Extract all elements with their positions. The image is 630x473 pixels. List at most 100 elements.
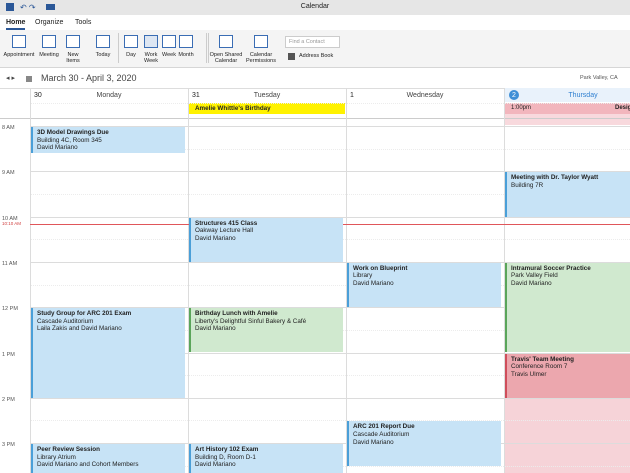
calendar-event[interactable]: ARC 201 Report Due Cascade Auditorium Davi… [347, 421, 501, 466]
address-book[interactable]: Address Book [299, 53, 334, 59]
tab[interactable]: Organize [35, 19, 64, 26]
column-line [188, 88, 189, 473]
all-day-line [0, 118, 630, 119]
today-header [505, 88, 630, 102]
day-date: 1 [350, 92, 354, 99]
event-detail: David Mariano [195, 234, 236, 242]
ribbon-icon [144, 35, 158, 48]
event-time: 1:00pm [511, 105, 532, 111]
ribbon-button[interactable]: Month [178, 52, 194, 58]
address-book-icon [288, 53, 295, 60]
event-detail: Library [353, 272, 373, 280]
ribbon-button[interactable]: Work Week [144, 52, 158, 64]
event-title: 3D Model Drawings Due [37, 129, 109, 136]
event-title: Desig [615, 105, 630, 111]
ribbon-button[interactable]: New Items [66, 52, 80, 64]
half-hour-line [30, 375, 630, 377]
busy-area [505, 114, 630, 125]
date-range: March 30 - April 3, 2020 [41, 73, 137, 83]
calendar-event[interactable]: Study Group for ARC 201 Exam Cascade Audi… [31, 308, 185, 398]
ribbon-button[interactable]: Open Shared Calendar [209, 52, 243, 64]
ribbon-button[interactable]: Meeting [39, 52, 59, 58]
event-title: Art History 102 Exam [195, 446, 259, 454]
event-title: Travis' Team Meeting [511, 355, 574, 363]
time-label: 11 AM [2, 260, 18, 267]
ribbon-icon [162, 35, 176, 48]
calendar-event[interactable]: Art History 102 Exam Building D, Room D-1… [189, 444, 343, 473]
window-title: Calendar [300, 3, 330, 10]
all-day-event[interactable]: 1:00pm Desig [505, 103, 630, 114]
calendar-event[interactable]: Travis' Team Meeting Conference Room 7 Tra… [505, 353, 630, 398]
all-day-event[interactable]: Amelie Whittle's Birthday [189, 103, 345, 114]
event-detail: Building 4C, Room 345 [37, 136, 102, 144]
event-detail: Building 7R [511, 181, 544, 189]
half-hour-line [30, 420, 630, 422]
ribbon-button[interactable]: Calendar Permissions [246, 52, 276, 64]
hour-line [30, 307, 630, 309]
tab[interactable]: Home [6, 19, 26, 30]
ribbon-icon [219, 35, 233, 48]
event-detail: Liberty's Delightful Sinful Bakery & Caf… [195, 317, 307, 325]
hour-line [30, 171, 630, 173]
calendar-event[interactable]: Intramural Soccer Practice Park Valley Fi… [505, 262, 630, 353]
half-hour-line [30, 193, 630, 195]
quick-access: ↶ ↷ [6, 3, 55, 12]
ribbon-button[interactable]: Day [126, 52, 136, 58]
time-label: 1 PM [2, 351, 15, 358]
event-detail: David Mariano [37, 144, 78, 152]
time-label: 10 AM [2, 215, 18, 222]
svg-text:↶ ↷: ↶ ↷ [20, 3, 36, 12]
event-title: Work on Blueprint [353, 264, 408, 272]
event-title: Structures 415 Class [195, 219, 258, 227]
ribbon-button[interactable]: Today [95, 52, 111, 58]
time-label: 12 PM [2, 306, 18, 313]
day-name: Thursday [568, 92, 598, 99]
ribbon-button[interactable]: Appointment [3, 52, 35, 58]
ribbon-icon [12, 35, 26, 48]
time-label: 9 AM [2, 170, 15, 177]
ribbon-icon [124, 35, 138, 48]
column-line [30, 88, 31, 473]
separator [208, 33, 209, 63]
busy-area [505, 397, 630, 473]
current-time-label: 10:10 AM [2, 221, 22, 227]
event-detail: Conference Room 7 [511, 363, 568, 371]
hour-line [30, 443, 630, 445]
event-detail: David Mariano [195, 325, 236, 333]
ribbon-button[interactable]: Week [162, 52, 176, 58]
calendar-event[interactable]: Meeting with Dr. Taylor Wyatt Building 7R [505, 172, 630, 217]
event-title: Birthday Lunch with Amelie [195, 310, 278, 318]
event-title: Intramural Soccer Practice [511, 264, 591, 272]
location: Park Valley, CA [580, 75, 618, 81]
event-detail: Building D, Room D-1 [195, 453, 256, 461]
hour-line [30, 261, 630, 263]
half-hour-line [30, 284, 630, 286]
day-date: 31 [192, 92, 200, 99]
header-line [0, 88, 630, 89]
hour-line [30, 397, 630, 399]
event-detail: Oakway Lecture Hall [195, 227, 254, 235]
event-detail: Cascade Auditorium [353, 431, 410, 439]
calendar-event[interactable]: Peer Review Session Library Atrium David M… [31, 444, 185, 473]
event-title: Meeting with Dr. Taylor Wyatt [511, 174, 599, 182]
event-detail: David Mariano and Cohort Members [37, 461, 139, 469]
half-hour-line [30, 148, 630, 150]
nav-arrows[interactable]: ◂ ▸ [6, 75, 15, 82]
calendar-event[interactable]: Work on Blueprint Library David Mariano [347, 262, 501, 308]
contact-search[interactable]: Find a Contact [285, 36, 340, 48]
event-title: Peer Review Session [37, 446, 101, 454]
ribbon-icon [96, 35, 110, 48]
event-detail: Cascade Auditorium [37, 317, 94, 325]
tab[interactable]: Tools [75, 19, 92, 26]
calendar-event[interactable]: Structures 415 Class Oakway Lecture Hall D… [189, 217, 343, 262]
half-hour-line [30, 103, 630, 105]
separator [206, 33, 207, 63]
calendar-event[interactable]: Birthday Lunch with Amelie Liberty's Deli… [189, 308, 343, 353]
day-name: Monday [96, 92, 122, 99]
day-date: 30 [34, 92, 42, 99]
calendar-event[interactable]: 3D Model Drawings Due Building 4C, Room 3… [31, 127, 185, 154]
event-detail: Travis Ulmer [511, 370, 547, 378]
event-title: Study Group for ARC 201 Exam [37, 310, 132, 318]
title-bar: ↶ ↷ Calendar [0, 0, 630, 15]
event-detail: David Mariano [195, 461, 236, 469]
